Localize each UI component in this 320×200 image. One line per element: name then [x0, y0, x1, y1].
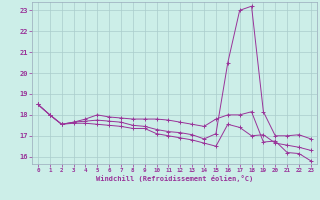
X-axis label: Windchill (Refroidissement éolien,°C): Windchill (Refroidissement éolien,°C)	[96, 175, 253, 182]
